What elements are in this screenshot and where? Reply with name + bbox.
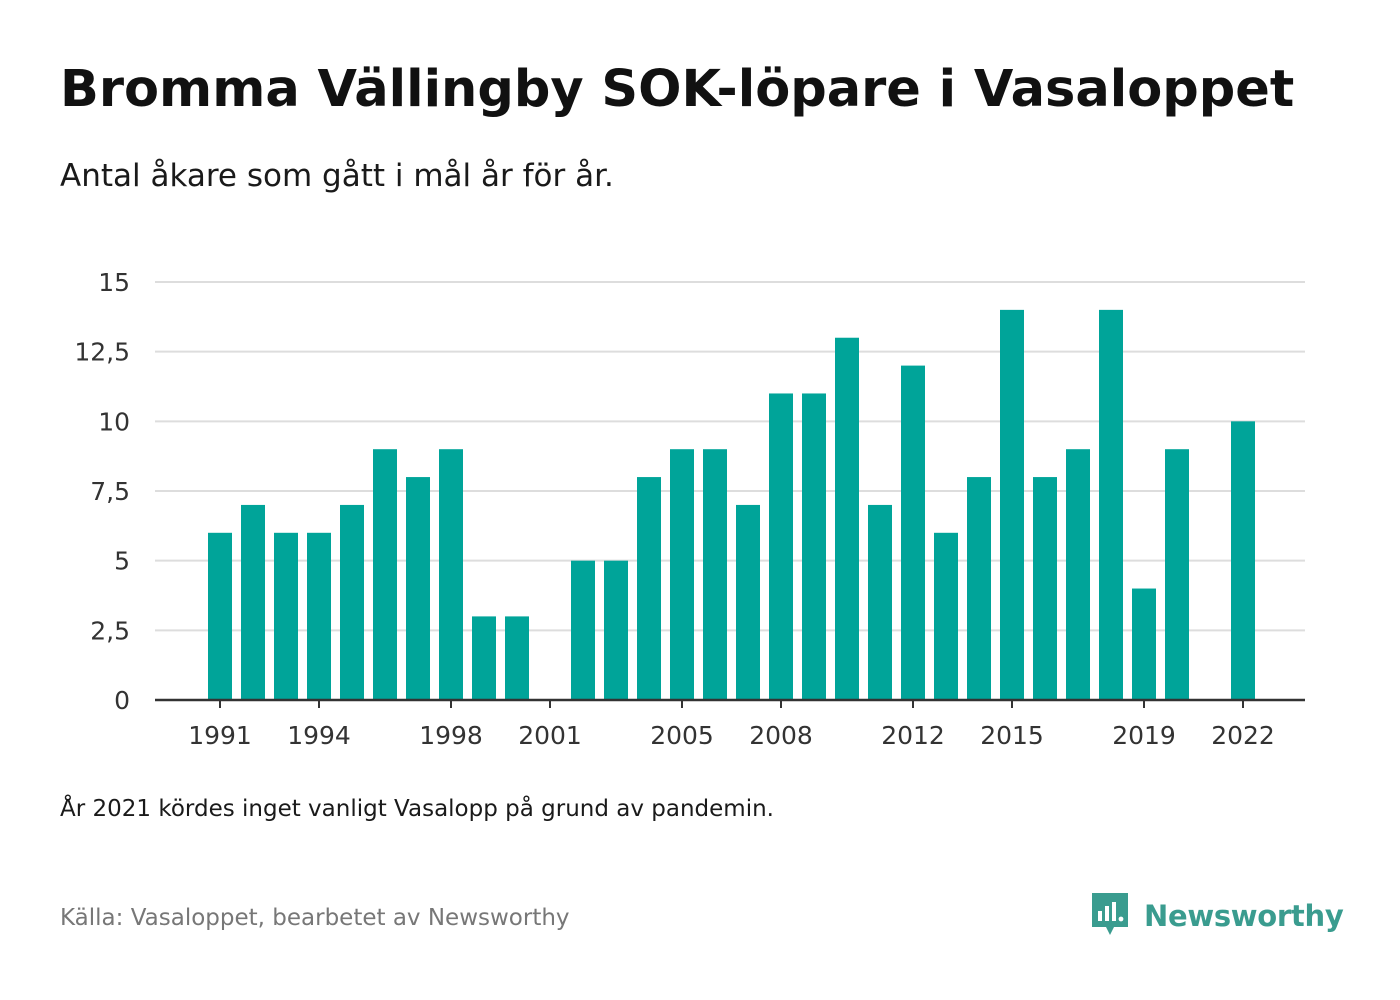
y-tick-label: 0	[114, 686, 130, 715]
bar-1994	[307, 532, 331, 700]
y-tick-label: 2,5	[90, 616, 130, 645]
bar-2015	[1000, 309, 1024, 700]
x-tick-label: 2001	[518, 721, 582, 750]
bar-2003	[604, 560, 628, 700]
bar-1993	[274, 532, 298, 700]
brand-name: Newsworthy	[1144, 899, 1344, 933]
bars	[208, 309, 1255, 700]
bar-2006	[703, 449, 727, 700]
bar-1992	[241, 504, 265, 700]
x-axis	[155, 698, 1305, 708]
x-tick-label: 2012	[881, 721, 945, 750]
x-tick-label: 2015	[980, 721, 1044, 750]
bar-2008	[769, 393, 793, 700]
bar-2018	[1099, 309, 1123, 700]
bar-2000	[505, 616, 529, 700]
y-axis-labels: 0 2,5 5 7,5 10 12,5 15	[74, 268, 130, 715]
bar-2012	[901, 365, 925, 700]
bar-1998	[439, 449, 463, 700]
x-tick-label: 2008	[749, 721, 813, 750]
bar-2017	[1066, 449, 1090, 700]
bar-2002	[571, 560, 595, 700]
bar-2005	[670, 449, 694, 700]
bar-2016	[1033, 477, 1057, 700]
bar-2020	[1165, 449, 1189, 700]
source-credit: Källa: Vasaloppet, bearbetet av Newswort…	[60, 905, 570, 931]
bar-2022	[1231, 421, 1255, 700]
bar-1999	[472, 616, 496, 700]
bar-2004	[637, 477, 661, 700]
bar-1997	[406, 477, 430, 700]
chart-subtitle: Antal åkare som gått i mål år för år.	[60, 158, 614, 194]
chart-title: Bromma Vällingby SOK-löpare i Vasaloppet	[60, 60, 1295, 119]
bar-2009	[802, 393, 826, 700]
brand-logo: Newsworthy	[1090, 889, 1344, 943]
bar-1995	[340, 504, 364, 700]
bar-2011	[868, 504, 892, 700]
footnote: År 2021 kördes inget vanligt Vasalopp på…	[60, 796, 774, 822]
x-tick-label: 1998	[419, 721, 483, 750]
x-tick-label: 1991	[188, 721, 252, 750]
y-tick-label: 7,5	[90, 477, 130, 506]
x-tick-label: 2019	[1112, 721, 1176, 750]
x-axis-labels: 1991 1994 1998 2001 2005 2008 2012 2015 2019 2022	[188, 721, 1275, 750]
bar-2013	[934, 532, 958, 700]
bar-1996	[373, 449, 397, 700]
y-tick-label: 12,5	[74, 338, 130, 367]
y-tick-label: 5	[114, 547, 130, 576]
newsworthy-logo-icon	[1090, 889, 1130, 943]
y-tick-label: 15	[98, 268, 130, 297]
x-tick-label: 2022	[1211, 721, 1275, 750]
bar-2010	[835, 337, 859, 700]
bar-2019	[1132, 588, 1156, 700]
x-tick-label: 2005	[650, 721, 714, 750]
bar-2014	[967, 477, 991, 700]
y-tick-label: 10	[98, 407, 130, 436]
bar-2007	[736, 504, 760, 700]
x-tick-label: 1994	[287, 721, 351, 750]
bar-1991	[208, 532, 232, 700]
